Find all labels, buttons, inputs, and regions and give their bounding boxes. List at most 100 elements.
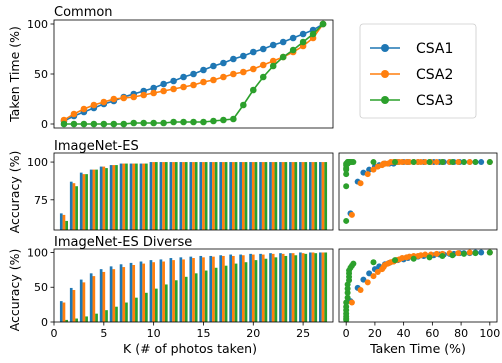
bar-csa2 <box>321 162 325 230</box>
legend-entry-csa3: CSA3 <box>370 93 453 109</box>
point-csa1 <box>366 166 373 173</box>
point-csa2 <box>269 57 277 65</box>
bar-csa1 <box>299 162 302 230</box>
point-csa3 <box>439 159 446 166</box>
point-csa1 <box>170 77 177 85</box>
bar-csa2 <box>222 162 225 230</box>
point-csa1 <box>289 34 297 42</box>
panel-imagenet-es-diverse-scatter-frame <box>338 248 498 323</box>
point-csa1 <box>240 52 247 60</box>
point-csa3 <box>370 159 377 166</box>
bar-csa3 <box>174 162 178 230</box>
bar-csa1 <box>69 181 73 230</box>
point-csa2 <box>374 268 381 275</box>
point-csa2 <box>160 87 167 95</box>
bar-csa2 <box>311 162 315 230</box>
point-csa3 <box>240 101 247 109</box>
point-csa2 <box>422 251 429 258</box>
point-csa3 <box>350 159 357 166</box>
point-csa3 <box>392 257 399 264</box>
point-csa2 <box>433 159 440 166</box>
bar-csa2 <box>232 162 235 230</box>
point-csa3 <box>200 118 207 126</box>
bar-csa2 <box>251 254 255 322</box>
point-csa3 <box>472 159 479 166</box>
bar-csa1 <box>149 260 153 322</box>
bar-csa1 <box>79 279 83 322</box>
bar-csa3 <box>304 162 308 230</box>
bar-csa1 <box>249 253 252 322</box>
panel-imagenet-es-scatter <box>338 152 498 231</box>
point-csa3 <box>299 38 307 46</box>
bar-csa3 <box>214 162 218 230</box>
bar-csa1 <box>59 213 63 230</box>
point-csa2 <box>433 250 440 257</box>
bar-csa1 <box>189 256 193 322</box>
bar-csa2 <box>82 174 86 230</box>
panel-imagenet-es-bars-ytick-label: 100 <box>27 156 48 169</box>
bar-csa3 <box>194 162 198 230</box>
bar-csa2 <box>222 255 225 322</box>
bar-csa1 <box>209 162 213 230</box>
bar-csa1 <box>239 162 242 230</box>
bar-csa1 <box>89 169 93 230</box>
point-csa2 <box>210 76 217 84</box>
panel-imagenet-es-scatter-points <box>343 159 493 224</box>
bar-csa3 <box>184 276 188 322</box>
legend-label-csa3: CSA3 <box>416 93 453 109</box>
point-csa1 <box>220 59 227 67</box>
point-csa2 <box>200 78 207 86</box>
panel-imagenet-es-diverse-bars-xtick-label: 5 <box>100 327 107 340</box>
point-csa3 <box>426 159 433 166</box>
bar-csa2 <box>251 162 255 230</box>
bar-csa1 <box>169 258 173 322</box>
point-csa3 <box>343 171 350 178</box>
point-csa2 <box>259 61 267 69</box>
bar-csa3 <box>224 162 228 230</box>
bar-csa2 <box>182 162 185 230</box>
point-csa1 <box>269 41 277 49</box>
bar-csa2 <box>162 162 165 230</box>
bar-csa1 <box>319 252 322 322</box>
point-csa1 <box>150 84 157 92</box>
bar-csa3 <box>154 288 158 322</box>
panel-common-ytick-label: 100 <box>27 18 48 31</box>
bar-csa1 <box>129 262 133 322</box>
point-csa1 <box>478 249 485 256</box>
point-csa2 <box>364 171 371 178</box>
bar-csa3 <box>254 260 258 322</box>
point-csa2 <box>220 73 227 81</box>
panel-imagenet-es-diverse-scatter-xtick-label: 60 <box>425 327 439 340</box>
bar-csa3 <box>75 318 78 322</box>
bar-csa1 <box>179 162 183 230</box>
bar-csa3 <box>244 162 248 230</box>
bar-csa1 <box>209 255 213 322</box>
bar-csa2 <box>72 290 76 322</box>
point-csa3 <box>449 252 456 259</box>
panel-common-ytick-label: 50 <box>34 68 48 81</box>
point-csa3 <box>249 86 257 94</box>
bar-csa1 <box>309 162 312 230</box>
bar-csa1 <box>119 264 123 322</box>
bar-csa2 <box>212 256 215 322</box>
point-csa2 <box>406 159 413 166</box>
legend-label-csa2: CSA2 <box>416 67 453 83</box>
panel-imagenet-es-diverse-scatter-xtick-label: 0 <box>343 327 350 340</box>
bar-csa1 <box>269 253 272 322</box>
panel-imagenet-es-diverse-bars-frame <box>53 248 334 323</box>
bar-csa1 <box>289 253 292 322</box>
bar-csa2 <box>291 253 295 322</box>
bar-csa2 <box>311 252 315 322</box>
point-csa3 <box>160 119 167 127</box>
panel-imagenet-es-diverse-bars-xtick-label: 10 <box>147 327 161 340</box>
bar-csa1 <box>249 162 252 230</box>
panel-imagenet-es-diverse-scatter: 0 20 40 60 80 100 <box>338 248 500 340</box>
bar-csa3 <box>115 165 118 230</box>
panel-imagenet-es-diverse-bars-bars <box>59 252 328 322</box>
bar-csa1 <box>119 163 123 230</box>
point-csa3 <box>70 120 78 128</box>
point-csa2 <box>170 85 177 93</box>
bar-csa2 <box>102 271 106 322</box>
bar-csa1 <box>199 162 203 230</box>
point-csa3 <box>230 115 237 123</box>
